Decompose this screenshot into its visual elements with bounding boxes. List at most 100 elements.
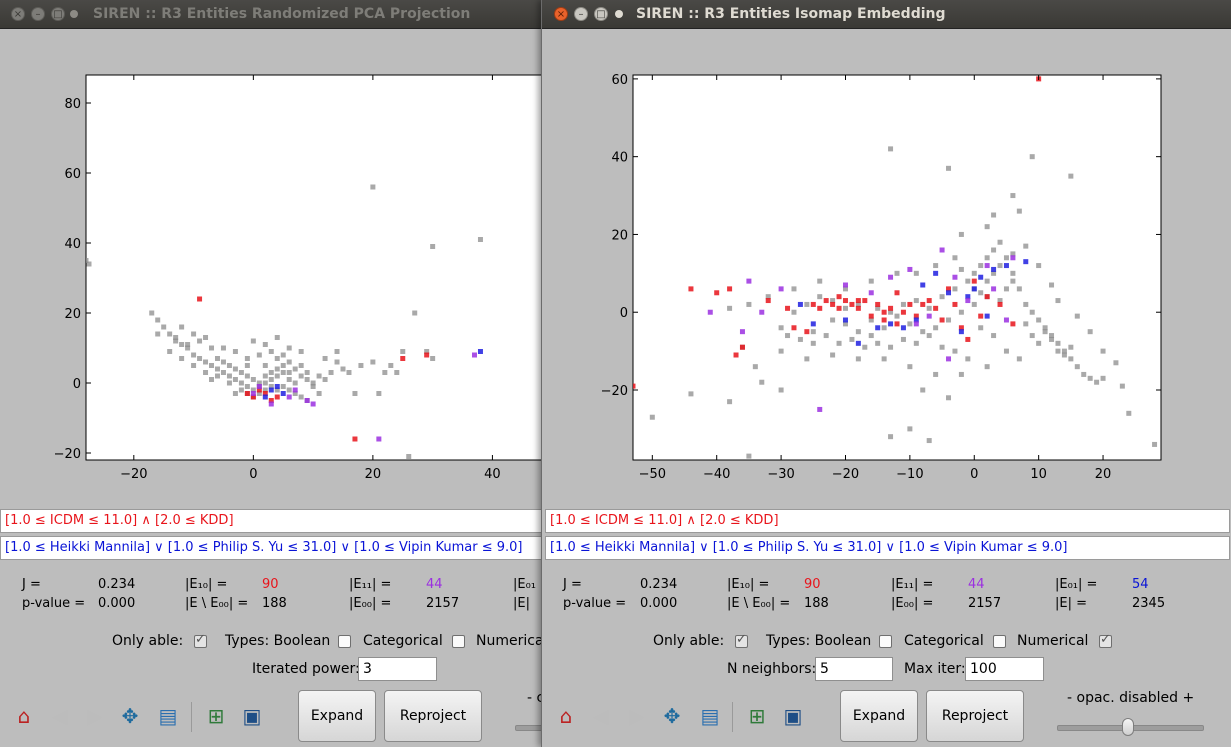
- home-icon[interactable]: ⌂: [559, 704, 573, 728]
- scatter-point-red: [733, 352, 739, 358]
- scatter-point-gray: [400, 349, 406, 354]
- scatter-point-purple: [310, 401, 316, 407]
- rule-left-hand-side[interactable]: [1.0 ≤ ICDM ≤ 11.0] ∧ [2.0 ≤ KDD]: [545, 509, 1230, 533]
- zoom-icon[interactable]: ▤: [700, 704, 720, 728]
- scatter-point-gray: [286, 359, 292, 365]
- scatter-point-gray: [913, 340, 919, 346]
- pan-icon[interactable]: ✥: [121, 704, 139, 728]
- n-neighbors-input[interactable]: 5: [815, 657, 893, 681]
- scatter-point-gray: [907, 426, 913, 432]
- scatter-point-blue: [1003, 263, 1009, 269]
- stats-panel: J = 0.234 p-value = 0.000 |E₁₀| = 90 |E …: [0, 577, 542, 617]
- expand-button[interactable]: Expand: [298, 690, 376, 742]
- scatter-point-gray: [430, 356, 436, 361]
- scatter-point-purple: [913, 321, 919, 327]
- pca-scatter-plot[interactable]: −20 0 20 40 −20 0 20 40 60 80: [0, 29, 542, 506]
- e-total-value: 2345: [1132, 596, 1166, 611]
- scatter-point-purple: [991, 286, 997, 292]
- menu-dot-icon[interactable]: [70, 10, 78, 18]
- numerical-checkbox[interactable]: [1099, 632, 1112, 648]
- scatter-point-gray: [149, 310, 155, 316]
- scatter-point-gray: [209, 345, 215, 351]
- scatter-point-gray: [167, 331, 173, 337]
- e00-value: 2157: [968, 596, 1002, 611]
- j-label: J =: [563, 577, 582, 592]
- minimize-icon[interactable]: –: [31, 7, 45, 21]
- close-icon[interactable]: ×: [11, 7, 25, 21]
- scatter-point-gray: [810, 329, 816, 335]
- scatter-point-purple: [376, 436, 382, 442]
- scatter-point-blue: [888, 321, 894, 327]
- scatter-point-purple: [888, 274, 894, 280]
- menu-dot-icon[interactable]: [615, 10, 623, 18]
- maximize-icon[interactable]: □: [594, 7, 608, 21]
- expand-button[interactable]: Expand: [840, 690, 918, 742]
- e01-label: |E₀₁| =: [1055, 577, 1098, 592]
- boolean-checkbox[interactable]: [338, 635, 351, 648]
- scatter-point-gray: [958, 231, 964, 237]
- scatter-point-gray: [875, 340, 881, 346]
- scatter-point-red: [250, 394, 256, 400]
- scatter-point-red: [714, 290, 720, 296]
- scatter-point-gray: [765, 294, 771, 300]
- zoom-icon[interactable]: ▤: [158, 704, 178, 728]
- pan-icon[interactable]: ✥: [663, 704, 681, 728]
- rule-left-hand-side[interactable]: [1.0 ≤ ICDM ≤ 11.0] ∧ [2.0 ≤ KDD]: [0, 509, 542, 533]
- scatter-point-gray: [791, 309, 797, 315]
- scatter-point-gray: [286, 345, 292, 351]
- maximize-icon[interactable]: □: [51, 7, 65, 21]
- scatter-point-gray: [250, 387, 256, 393]
- iterated-power-input[interactable]: 3: [358, 657, 437, 681]
- subplots-icon[interactable]: ⊞: [207, 704, 225, 728]
- scatter-point-gray: [991, 333, 997, 339]
- scatter-point-gray: [316, 391, 322, 396]
- forward-icon: ▶: [87, 704, 103, 728]
- scatter-point-red: [978, 313, 984, 319]
- reproject-button[interactable]: Reproject: [926, 690, 1024, 742]
- home-icon[interactable]: ⌂: [17, 704, 31, 728]
- scatter-point-gray: [1055, 298, 1061, 304]
- opacity-slider-handle[interactable]: [1121, 718, 1134, 736]
- scatter-point-gray: [855, 329, 861, 335]
- plot-area[interactable]: −20 0 20 40 −20 0 20 40 60 80: [0, 29, 542, 506]
- save-icon[interactable]: ▣: [783, 704, 803, 728]
- save-icon[interactable]: ▣: [242, 704, 262, 728]
- minimize-icon[interactable]: –: [574, 7, 588, 21]
- categorical-checkbox[interactable]: [452, 635, 465, 648]
- scatter-point-gray: [830, 317, 836, 323]
- scatter-point-gray: [984, 278, 990, 284]
- scatter-point-gray: [965, 278, 971, 284]
- scatter-point-gray: [1094, 379, 1100, 385]
- scatter-point-blue: [920, 282, 926, 288]
- reproject-button[interactable]: Reproject: [384, 690, 482, 742]
- plot-area[interactable]: −50 −40 −30 −20 −10 0 10 20 −20 0 20 40 60: [542, 29, 1231, 506]
- scatter-point-gray: [388, 363, 394, 368]
- close-icon[interactable]: ×: [554, 7, 568, 21]
- rule-right-hand-side[interactable]: [1.0 ≤ Heikki Mannila] ∨ [1.0 ≤ Philip S…: [0, 536, 542, 560]
- scatter-point-gray: [197, 338, 203, 344]
- scatter-point-gray: [352, 391, 358, 396]
- only-able-checkbox[interactable]: [194, 632, 207, 648]
- boolean-checkbox[interactable]: [879, 635, 892, 648]
- scatter-point-gray: [214, 373, 220, 379]
- opacity-label: - opac. disabled +: [1067, 690, 1195, 706]
- scatter-point-red: [913, 313, 919, 319]
- rule-right-hand-side[interactable]: [1.0 ≤ Heikki Mannila] ∨ [1.0 ≤ Philip S…: [545, 536, 1230, 560]
- max-iter-input[interactable]: 100: [965, 657, 1044, 681]
- scatter-point-gray: [268, 384, 274, 389]
- subplots-icon[interactable]: ⊞: [748, 704, 766, 728]
- e-minus-e00-label: |E \ E₀₀| =: [185, 596, 249, 611]
- opacity-slider-partial[interactable]: [515, 725, 542, 731]
- scatter-point-gray: [888, 146, 894, 152]
- isomap-scatter-plot[interactable]: −50 −40 −30 −20 −10 0 10 20 −20 0 20 40 60: [542, 29, 1231, 506]
- scatter-point-gray: [746, 453, 752, 459]
- x-tick-label: 10: [1030, 467, 1047, 482]
- scatter-point-purple: [256, 384, 262, 389]
- scatter-point-gray: [256, 391, 262, 396]
- e11-value: 44: [426, 577, 443, 592]
- scatter-point-red: [868, 313, 874, 319]
- only-able-checkbox[interactable]: [735, 632, 748, 648]
- scatter-point-gray: [952, 348, 958, 354]
- categorical-checkbox[interactable]: [993, 635, 1006, 648]
- scatter-point-red: [971, 278, 977, 284]
